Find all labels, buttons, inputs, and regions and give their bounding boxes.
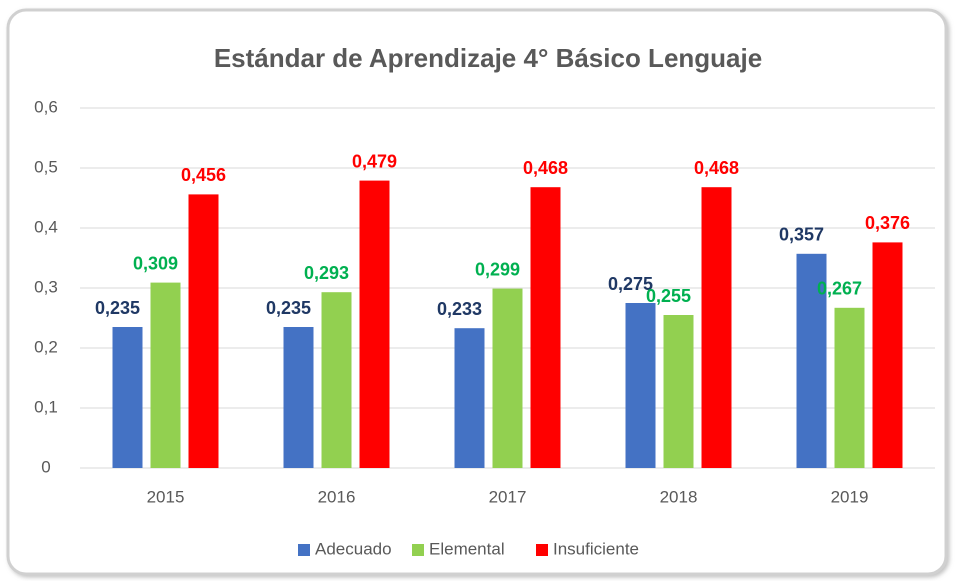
data-label: 0,456 bbox=[181, 165, 226, 185]
data-label: 0,235 bbox=[266, 298, 311, 318]
y-tick-label: 0,1 bbox=[34, 397, 58, 416]
y-tick-label: 0,5 bbox=[34, 157, 58, 176]
legend-label: Insuficiente bbox=[553, 539, 639, 558]
y-tick-label: 0,3 bbox=[34, 277, 58, 296]
legend-swatch bbox=[536, 544, 548, 556]
x-tick-label: 2016 bbox=[318, 487, 356, 506]
bar bbox=[321, 292, 352, 468]
y-tick-label: 0,4 bbox=[34, 217, 58, 236]
x-tick-label: 2017 bbox=[489, 487, 527, 506]
data-label: 0,299 bbox=[475, 259, 520, 279]
legend-label: Elemental bbox=[429, 539, 505, 558]
data-label: 0,233 bbox=[437, 299, 482, 319]
x-tick-label: 2015 bbox=[147, 487, 185, 506]
bar bbox=[112, 327, 143, 468]
data-label: 0,235 bbox=[95, 298, 140, 318]
data-label: 0,293 bbox=[304, 263, 349, 283]
bar bbox=[663, 315, 694, 468]
bar bbox=[796, 253, 827, 468]
bar bbox=[359, 180, 390, 468]
bar bbox=[625, 303, 656, 468]
data-label: 0,309 bbox=[133, 253, 178, 273]
y-tick-label: 0,2 bbox=[34, 337, 58, 356]
data-label: 0,479 bbox=[352, 151, 397, 171]
legend-swatch bbox=[412, 544, 424, 556]
data-label: 0,275 bbox=[608, 274, 653, 294]
y-tick-label: 0 bbox=[41, 457, 50, 476]
legend-label: Adecuado bbox=[315, 539, 392, 558]
x-tick-label: 2018 bbox=[660, 487, 698, 506]
data-label: 0,267 bbox=[817, 279, 862, 299]
data-label: 0,255 bbox=[646, 286, 691, 306]
bar bbox=[150, 282, 181, 468]
bar bbox=[872, 242, 903, 468]
bar bbox=[188, 194, 219, 468]
data-label: 0,468 bbox=[523, 158, 568, 178]
data-label: 0,376 bbox=[865, 213, 910, 233]
data-label: 0,357 bbox=[779, 225, 824, 245]
y-tick-label: 0,6 bbox=[34, 97, 58, 116]
chart-title: Estándar de Aprendizaje 4° Básico Lengua… bbox=[214, 43, 762, 73]
x-tick-label: 2019 bbox=[831, 487, 869, 506]
bar bbox=[530, 187, 561, 468]
bar bbox=[834, 307, 865, 468]
bar bbox=[492, 288, 523, 468]
legend-swatch bbox=[298, 544, 310, 556]
data-label: 0,468 bbox=[694, 158, 739, 178]
bar bbox=[454, 328, 485, 468]
bar bbox=[701, 187, 732, 468]
bar bbox=[283, 327, 314, 468]
